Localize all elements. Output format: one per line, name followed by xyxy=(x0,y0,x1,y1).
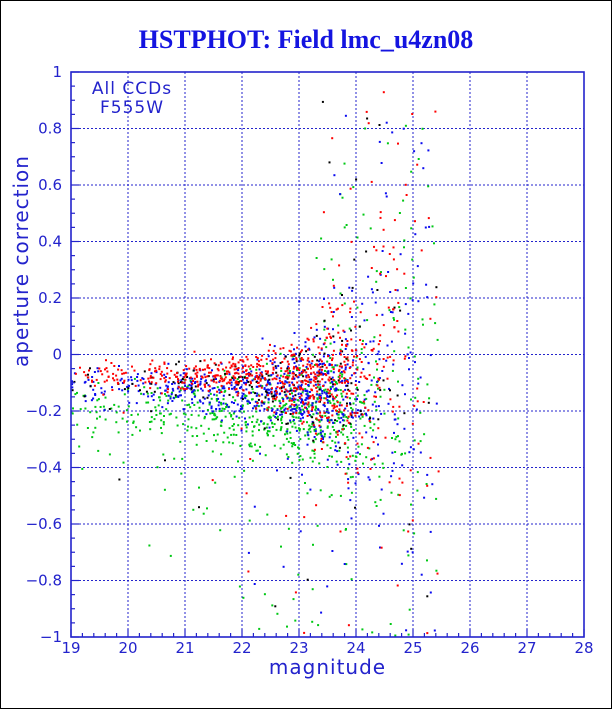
svg-text:0.2: 0.2 xyxy=(38,289,62,307)
svg-text:28: 28 xyxy=(574,639,593,657)
series-red xyxy=(74,91,440,635)
svg-text:25: 25 xyxy=(403,639,422,657)
y-tick-labels: 1 0.8 0.6 0.4 0.2 0 −0.2 −0.4 −0.6 −0.8 −1 xyxy=(26,63,62,646)
svg-text:−1: −1 xyxy=(40,628,62,646)
axis-ticks xyxy=(70,71,585,638)
svg-text:0: 0 xyxy=(52,346,62,364)
svg-text:23: 23 xyxy=(289,639,308,657)
svg-text:27: 27 xyxy=(517,639,536,657)
svg-text:1: 1 xyxy=(52,63,62,81)
annotation-all-ccds: All CCDs xyxy=(91,79,173,99)
page-title: HSTPHOT: Field lmc_u4zn08 xyxy=(138,25,474,54)
svg-text:24: 24 xyxy=(346,639,365,657)
svg-text:21: 21 xyxy=(175,639,194,657)
svg-text:−0.2: −0.2 xyxy=(26,402,62,420)
y-axis-label: aperture correction xyxy=(9,155,33,367)
svg-text:−0.4: −0.4 xyxy=(26,459,62,477)
svg-text:22: 22 xyxy=(232,639,251,657)
x-axis-label: magnitude xyxy=(268,655,387,679)
annotation-filter: F555W xyxy=(99,98,165,118)
svg-text:0.6: 0.6 xyxy=(38,176,62,194)
data-points xyxy=(71,91,440,637)
svg-text:19: 19 xyxy=(61,639,80,657)
svg-text:20: 20 xyxy=(118,639,137,657)
svg-text:0.8: 0.8 xyxy=(38,120,62,138)
series-black xyxy=(71,100,438,608)
svg-text:0.4: 0.4 xyxy=(38,233,62,251)
svg-text:−0.6: −0.6 xyxy=(26,515,62,533)
svg-text:26: 26 xyxy=(460,639,479,657)
svg-text:−0.8: −0.8 xyxy=(26,572,62,590)
x-tick-labels: 19 20 21 22 23 24 25 26 27 28 xyxy=(61,639,593,657)
